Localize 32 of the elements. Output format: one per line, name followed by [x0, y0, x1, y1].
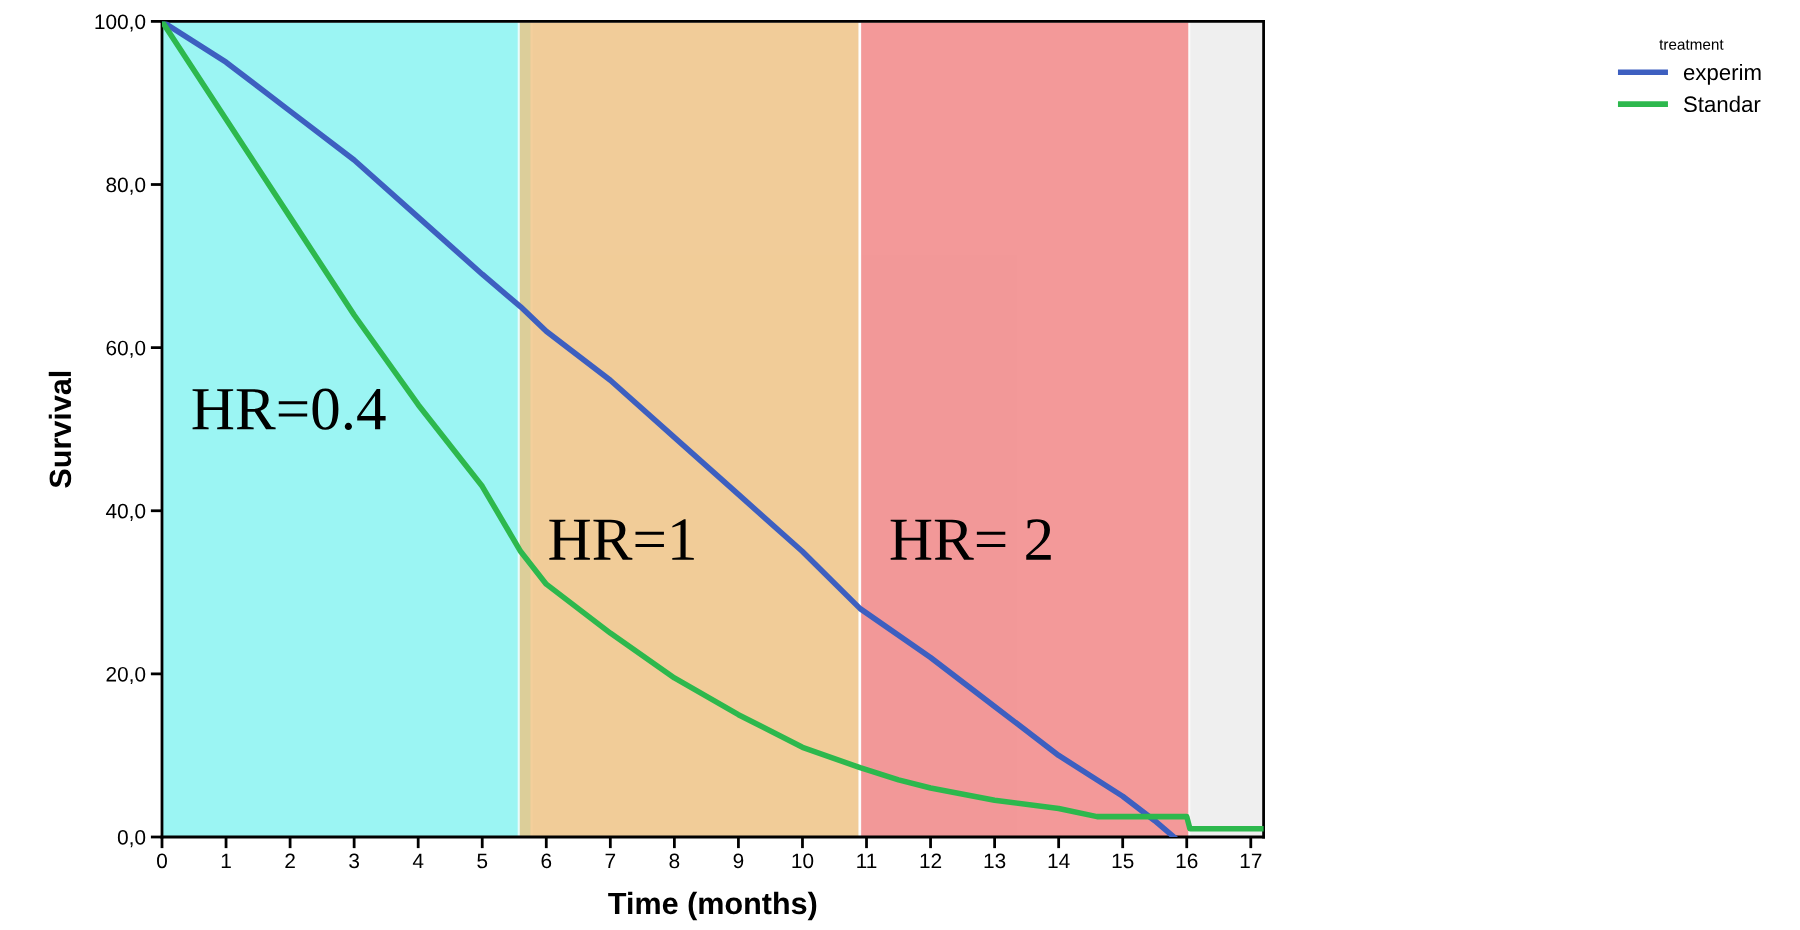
x-tick-label: 12 [920, 853, 942, 869]
y-tick-label: 40,0 [105, 503, 146, 521]
band-label: HR=1 [549, 519, 694, 560]
x-tick-label: 5 [477, 853, 488, 869]
x-tick-label: 13 [984, 853, 1006, 869]
y-axis-title: Survival [48, 371, 72, 488]
x-tick-label: 17 [1240, 853, 1262, 869]
x-tick-label: 0 [157, 853, 167, 869]
x-axis-title: Time (months) [608, 891, 817, 921]
x-tick-label: 9 [733, 853, 744, 869]
legend-label: Standar [1683, 95, 1761, 113]
y-tick-label: 60,0 [106, 340, 146, 358]
y-tick-label: 20,0 [106, 666, 146, 685]
y-tick-label: 100,0 [95, 14, 146, 32]
x-tick-label: 7 [605, 853, 616, 869]
x-tick-label: 6 [541, 853, 552, 869]
x-tick-label: 15 [1112, 853, 1134, 869]
x-tick-label: 2 [285, 853, 295, 869]
x-tick-label: 10 [792, 853, 814, 869]
band-label: HR= 2 [890, 519, 1051, 560]
legend-title: treatment [1659, 39, 1724, 50]
y-tick-label: 80,0 [106, 177, 146, 195]
band-label: HR=0.4 [192, 388, 386, 431]
x-tick-label: 8 [669, 853, 680, 869]
x-tick-label: 16 [1176, 853, 1198, 869]
x-tick-label: 4 [412, 853, 424, 869]
x-tick-label: 11 [857, 853, 877, 869]
legend-label: experim [1683, 63, 1761, 85]
y-tick-label: 0,0 [117, 830, 146, 848]
x-tick-label: 14 [1048, 853, 1070, 869]
x-tick-label: 1 [221, 853, 231, 869]
x-tick-label: 3 [349, 853, 360, 869]
